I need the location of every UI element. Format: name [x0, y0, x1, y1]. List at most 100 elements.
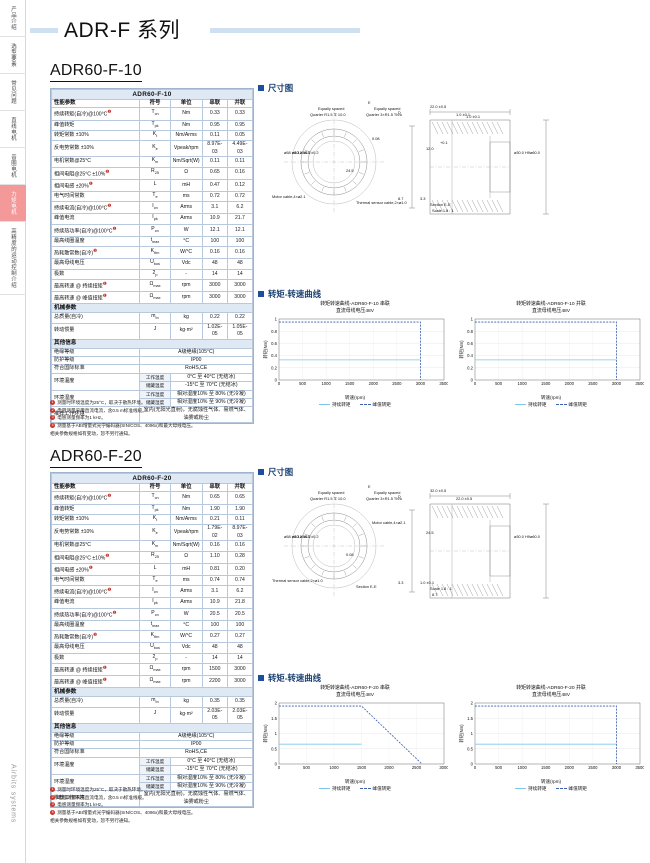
chart-legend: 持续转矩 峰值转矩 [458, 786, 644, 792]
chart-title: 转矩转速曲线-ADR60-F-10 串联 直流母线电压48V [320, 302, 390, 314]
param-symbol: Tcn [139, 491, 171, 505]
param-name: 反电势常数 ±10% [50, 524, 141, 542]
table-row: 环境湿度 工作湿度 相对湿度10% 至 80% (无冷凝) [50, 773, 254, 792]
param-series-value: 2200 [201, 675, 228, 689]
legend-line-dashed-icon [359, 788, 371, 790]
param-symbol: Kt [139, 129, 171, 142]
param-name: 转矩常数 ±10% [50, 513, 141, 526]
other-name: 环境温度 [50, 756, 141, 775]
svg-text:1.5: 1.5 [271, 716, 277, 721]
param-name-text: 最高母线电压 [54, 260, 85, 267]
footnote-marker: ❶ [88, 564, 93, 570]
footnote: 4 测量基于ABI增量式光学编码器(SIN/COS、4096x)和最大母线电压。 [50, 422, 265, 430]
param-name: 最高转速 @ 峰值扭矩❶ [50, 291, 141, 305]
svg-text:0: 0 [275, 762, 278, 767]
param-parallel-value: 6.2 [226, 201, 254, 215]
footnote-marker: ❶ [107, 109, 112, 115]
param-name-text: 持续转矩(自冷)@100°C [54, 496, 108, 503]
table-row: 热耗散常数(自冷)❶ Kthn W/°C 0.16 0.16 [50, 246, 254, 260]
param-series-value: 0.22 [201, 312, 228, 324]
other-value: RoHS,CE [139, 364, 253, 374]
param-name-text: 热耗散常数(自冷) [54, 250, 94, 257]
svg-text:0.8: 0.8 [271, 329, 277, 334]
footnote: 3 电感测量频率为1 kHz。 [50, 414, 265, 422]
param-name-text: 峰值转矩 [54, 505, 75, 512]
other-info-title: 其他信息 [51, 338, 253, 349]
sidebar-item-0[interactable]: 产品介绍 [0, 0, 26, 37]
sidebar-item-4[interactable]: 音圈电机 [0, 148, 26, 185]
param-unit: Nm [169, 119, 203, 131]
other-value: A级绝缘(105°C) [139, 731, 253, 742]
footnote-marker: ❶ [102, 281, 107, 287]
footnote: 4 测量基于ABI增量式光学编码器(SIN/COS、4096x)和最大母线电压。 [50, 809, 265, 817]
svg-text:1: 1 [275, 731, 278, 736]
param-unit: W [169, 223, 203, 237]
svg-text:0: 0 [278, 765, 281, 770]
table-row: 防护等级 IP00 [50, 355, 253, 366]
svg-text:3000: 3000 [612, 381, 622, 386]
param-symbol: Ipk [139, 597, 171, 609]
svg-text:转矩(Nm): 转矩(Nm) [262, 340, 269, 359]
footnote-marker: ❶ [105, 168, 110, 174]
sidebar-item-1[interactable]: 选型要素 [0, 37, 26, 74]
spec-table: ADR60-F-10 性能参数 符号 单位 串联 并联 持续转矩(自冷)@100°C❶ Tcn… [50, 88, 254, 425]
footnote: 2 电阻测量采用直流电流，含0.5 m标准线缆。 [50, 407, 265, 415]
param-name-text: 电机常数@25°C [54, 158, 91, 165]
other-value: 相对湿度10% 至 80% (无冷凝) [169, 389, 254, 400]
legend-peak: 峰值转矩 [555, 786, 587, 792]
torque-speed-chart-0: 转矩转速曲线-ADR60-F-20 串联 直流母线电压48V 0 0.5 1 1.5 2 0 5… [262, 686, 449, 792]
sidebar-item-6[interactable]: 高精度的运动控制介绍 [0, 222, 26, 295]
param-unit: kg·m² [169, 322, 203, 340]
svg-text:1500: 1500 [541, 381, 551, 386]
table-row: 绝缘等级 A级绝缘(105°C) [50, 347, 253, 358]
svg-text:0.2: 0.2 [467, 366, 473, 371]
dimension-title: 尺寸图 [258, 82, 293, 94]
legend-continuous: 持续转矩 [515, 786, 547, 792]
param-symbol: Tpk [139, 503, 171, 515]
param-name-text: 相间电感 ±20% [54, 567, 89, 574]
torque-speed-chart-0: 转矩转速曲线-ADR60-F-10 串联 直流母线电压48V 0 0.2 0.4 0.6 0… [262, 302, 449, 408]
svg-text:转矩(Nm): 转矩(Nm) [458, 340, 465, 359]
param-series-value: 8.97E-03 [201, 140, 228, 158]
table-row: 最高转速 @ 峰值扭矩❶ Ωmax rpm 3000 3000 [50, 291, 254, 305]
table-row: 最高转速 @ 持续扭矩❶ Ωmax rpm 3000 3000 [50, 279, 254, 293]
param-series-value: 20.5 [201, 607, 228, 621]
svg-text:1: 1 [275, 317, 278, 322]
param-unit: Ω [169, 166, 203, 180]
param-symbol: L [139, 178, 171, 192]
table-row: 环境温度 工作温度 0°C 至 40°C (无结冰) [50, 756, 254, 775]
param-parallel-value: 4.49E-03 [226, 140, 254, 158]
param-name: 最高转速 @ 持续扭矩❶ [50, 279, 141, 293]
param-parallel-value: 21.8 [226, 597, 254, 609]
sidebar-item-3[interactable]: 直线电机 [0, 111, 26, 148]
legend-peak: 峰值转矩 [359, 402, 391, 408]
param-name: 相间电感 ±20%❶ [50, 562, 141, 576]
legend-line-solid-icon [515, 404, 527, 406]
param-symbol: Kthn [139, 246, 171, 260]
param-unit: Vpeak/rpm [169, 140, 203, 158]
param-symbol: Te [139, 574, 171, 587]
param-unit: °C [169, 619, 203, 632]
param-parallel-value: 1.05E-05 [226, 322, 254, 340]
param-name-text: 热耗散常数(自冷) [54, 634, 94, 641]
svg-text:2: 2 [471, 701, 474, 706]
sidebar-item-2[interactable]: 常见问题 [0, 74, 26, 111]
param-series-value: 0.27 [201, 630, 228, 644]
dimension-drawing [284, 493, 549, 599]
footnote-marker: ❶ [107, 493, 112, 499]
param-name-text: 电机常数@25°C [54, 542, 91, 549]
param-parallel-value: 0.20 [226, 562, 254, 576]
footnote-number: 3 [50, 802, 56, 808]
footnote: 2 电阻测量采用直流电流，含0.5 m标准线缆。 [50, 794, 265, 802]
svg-text:1500: 1500 [541, 765, 551, 770]
param-name-text: 最高转速 @ 峰值扭矩 [54, 295, 103, 302]
sidebar-item-5[interactable]: 力矩电机 [0, 185, 26, 222]
param-name: 转动惯量 [50, 322, 141, 340]
param-parallel-value: 0.16 [226, 246, 254, 260]
table-row: 最高线圈温度 tmax °C 100 100 [50, 619, 254, 632]
svg-text:3000: 3000 [416, 381, 426, 386]
legend-continuous: 持续转矩 [515, 402, 547, 408]
param-name: 极数 [50, 652, 141, 665]
